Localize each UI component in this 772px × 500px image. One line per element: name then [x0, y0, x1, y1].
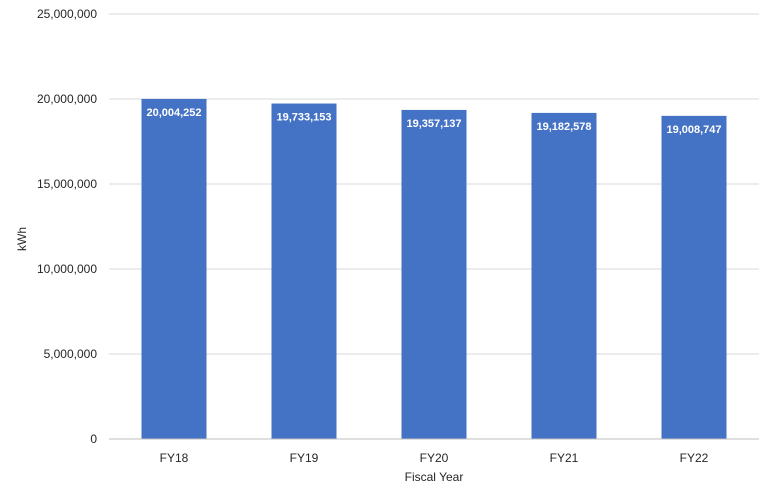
bar [531, 112, 597, 439]
bar-value-label: 19,357,137 [406, 118, 461, 130]
bar-value-label: 19,182,578 [536, 121, 591, 133]
x-axis-ticks: FY18 FY19 FY20 FY21 FY22 [160, 451, 709, 465]
bars [141, 98, 727, 439]
x-axis-title: Fiscal Year [405, 470, 464, 484]
y-tick-label: 10,000,000 [37, 262, 97, 276]
y-tick-label: 0 [90, 432, 97, 446]
y-tick-label: 5,000,000 [44, 347, 98, 361]
x-tick-label: FY21 [550, 451, 579, 465]
bar-value-label: 20,004,252 [146, 107, 201, 119]
y-axis-ticks: 0 5,000,000 10,000,000 15,000,000 20,000,000… [37, 7, 97, 446]
bar-value-label: 19,008,747 [666, 124, 721, 136]
bar [401, 109, 467, 439]
y-tick-label: 20,000,000 [37, 92, 97, 106]
x-tick-label: FY18 [160, 451, 189, 465]
bar-value-label: 19,733,153 [276, 112, 331, 124]
y-axis-title: kWh [15, 227, 29, 251]
data-labels: 20,004,252 19,733,153 19,357,137 19,182,578… [146, 107, 721, 136]
bar [141, 98, 207, 439]
y-tick-label: 25,000,000 [37, 7, 97, 21]
x-tick-label: FY22 [680, 451, 709, 465]
y-tick-label: 15,000,000 [37, 177, 97, 191]
bar [661, 115, 727, 439]
x-tick-label: FY20 [420, 451, 449, 465]
x-tick-label: FY19 [290, 451, 319, 465]
bar [271, 103, 337, 439]
